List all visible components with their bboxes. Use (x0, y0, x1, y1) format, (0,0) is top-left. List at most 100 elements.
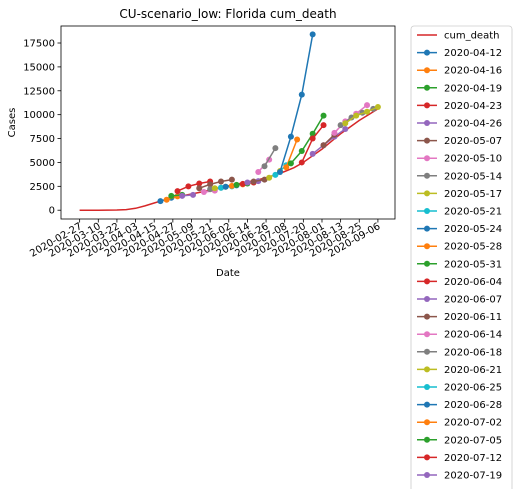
legend-marker (424, 366, 430, 373)
data-point (163, 196, 170, 203)
y-axis: 0 2500 5000 7500 10000 12500 15000 17500 (23, 39, 61, 217)
legend-entry: 2020-07-02 (444, 418, 502, 429)
legend-marker (424, 172, 430, 179)
series-line (177, 180, 211, 192)
data-point (272, 145, 279, 152)
legend-marker (424, 190, 430, 197)
y-tick-label: 2500 (30, 182, 55, 193)
data-point (190, 191, 197, 198)
legend-entry: 2020-06-28 (444, 400, 502, 411)
legend-marker (424, 84, 430, 91)
x-axis: 2020-02-272020-03-102020-03-222020-04-03… (28, 219, 382, 260)
data-point (287, 160, 294, 167)
legend-marker (424, 419, 430, 426)
legend-entry: cum_death (444, 31, 499, 42)
data-point (309, 31, 316, 38)
y-tick-label: 17500 (23, 39, 55, 50)
data-point (272, 171, 279, 178)
data-point (200, 189, 207, 196)
legend-entry: 2020-04-16 (444, 66, 502, 77)
data-point (222, 183, 229, 190)
legend-entry: 2020-07-05 (444, 435, 502, 446)
series-line (199, 178, 233, 189)
legend-entry: 2020-05-21 (444, 207, 502, 218)
legend-entry: 2020-06-25 (444, 383, 502, 394)
data-point (157, 198, 164, 205)
legend-marker (424, 49, 430, 56)
data-point (364, 108, 371, 115)
data-point (228, 176, 235, 183)
chart-title: CU-scenario_low: Florida cum_death (119, 7, 336, 21)
data-point (261, 176, 268, 183)
y-tick-label: 5000 (30, 158, 55, 169)
data-point (196, 180, 203, 187)
data-point (348, 114, 355, 121)
legend-entry: 2020-06-11 (444, 312, 502, 323)
data-point (331, 129, 338, 136)
data-point (228, 182, 235, 189)
data-point (294, 136, 301, 143)
legend-marker (424, 120, 430, 126)
data-point (320, 122, 327, 129)
y-axis-label: Cases (7, 108, 18, 138)
legend-entry: 2020-07-12 (444, 453, 502, 464)
legend-entry: 2020-05-07 (444, 136, 502, 147)
data-point (168, 192, 175, 199)
legend-entry: 2020-04-12 (444, 48, 502, 59)
data-point (342, 125, 349, 132)
data-point (309, 150, 316, 157)
legend-entry: 2020-04-19 (444, 83, 502, 94)
data-point (283, 164, 290, 171)
legend-marker (424, 436, 430, 443)
y-tick-label: 0 (49, 206, 55, 217)
legend-marker (424, 348, 430, 355)
data-point (196, 185, 203, 192)
legend-entry: 2020-04-23 (444, 101, 502, 112)
legend-entry: 2020-05-28 (444, 242, 502, 253)
series-line (263, 147, 277, 167)
data-point (298, 91, 305, 98)
legend-marker (424, 155, 430, 162)
data-point (218, 184, 225, 191)
legend-marker (424, 102, 430, 109)
legend-entry: 2020-07-19 (444, 471, 502, 482)
data-point (320, 142, 327, 149)
legend-entry: 2020-06-04 (444, 277, 502, 288)
legend-marker (424, 296, 430, 302)
legend-entry: 2020-06-07 (444, 295, 502, 306)
y-tick-label: 15000 (23, 62, 55, 73)
legend-entry: 2020-05-10 (444, 154, 502, 165)
data-point (266, 174, 273, 181)
data-point (207, 186, 214, 193)
data-point (233, 181, 240, 188)
data-point (211, 185, 218, 192)
legend-entry: 2020-04-26 (444, 119, 502, 130)
y-tick-label: 12500 (23, 86, 55, 97)
data-point (261, 163, 268, 170)
legend: cum_death 2020-04-12 2020-04-16 2020-04-19 2… (410, 25, 513, 489)
legend-marker (424, 331, 430, 338)
series-line (279, 34, 314, 173)
legend-marker (424, 225, 430, 232)
legend-marker (424, 208, 430, 214)
data-point (239, 180, 246, 187)
y-tick-label: 10000 (23, 110, 55, 121)
data-point (374, 104, 381, 111)
legend-entry: 2020-06-14 (444, 330, 502, 341)
legend-entry: 2020-05-24 (444, 224, 502, 235)
data-point (277, 168, 284, 175)
legend-marker (424, 313, 430, 320)
legend-entry: 2020-05-14 (444, 171, 502, 182)
data-point (244, 179, 251, 186)
data-point (185, 183, 192, 190)
data-point (207, 181, 214, 188)
legend-marker (424, 401, 430, 408)
data-point (287, 133, 294, 140)
plot-area (60, 25, 396, 220)
y-tick-label: 7500 (30, 134, 55, 145)
data-point (337, 122, 344, 129)
legend-entry: 2020-05-17 (444, 189, 502, 200)
data-point (320, 112, 327, 119)
legend-marker (424, 243, 430, 250)
